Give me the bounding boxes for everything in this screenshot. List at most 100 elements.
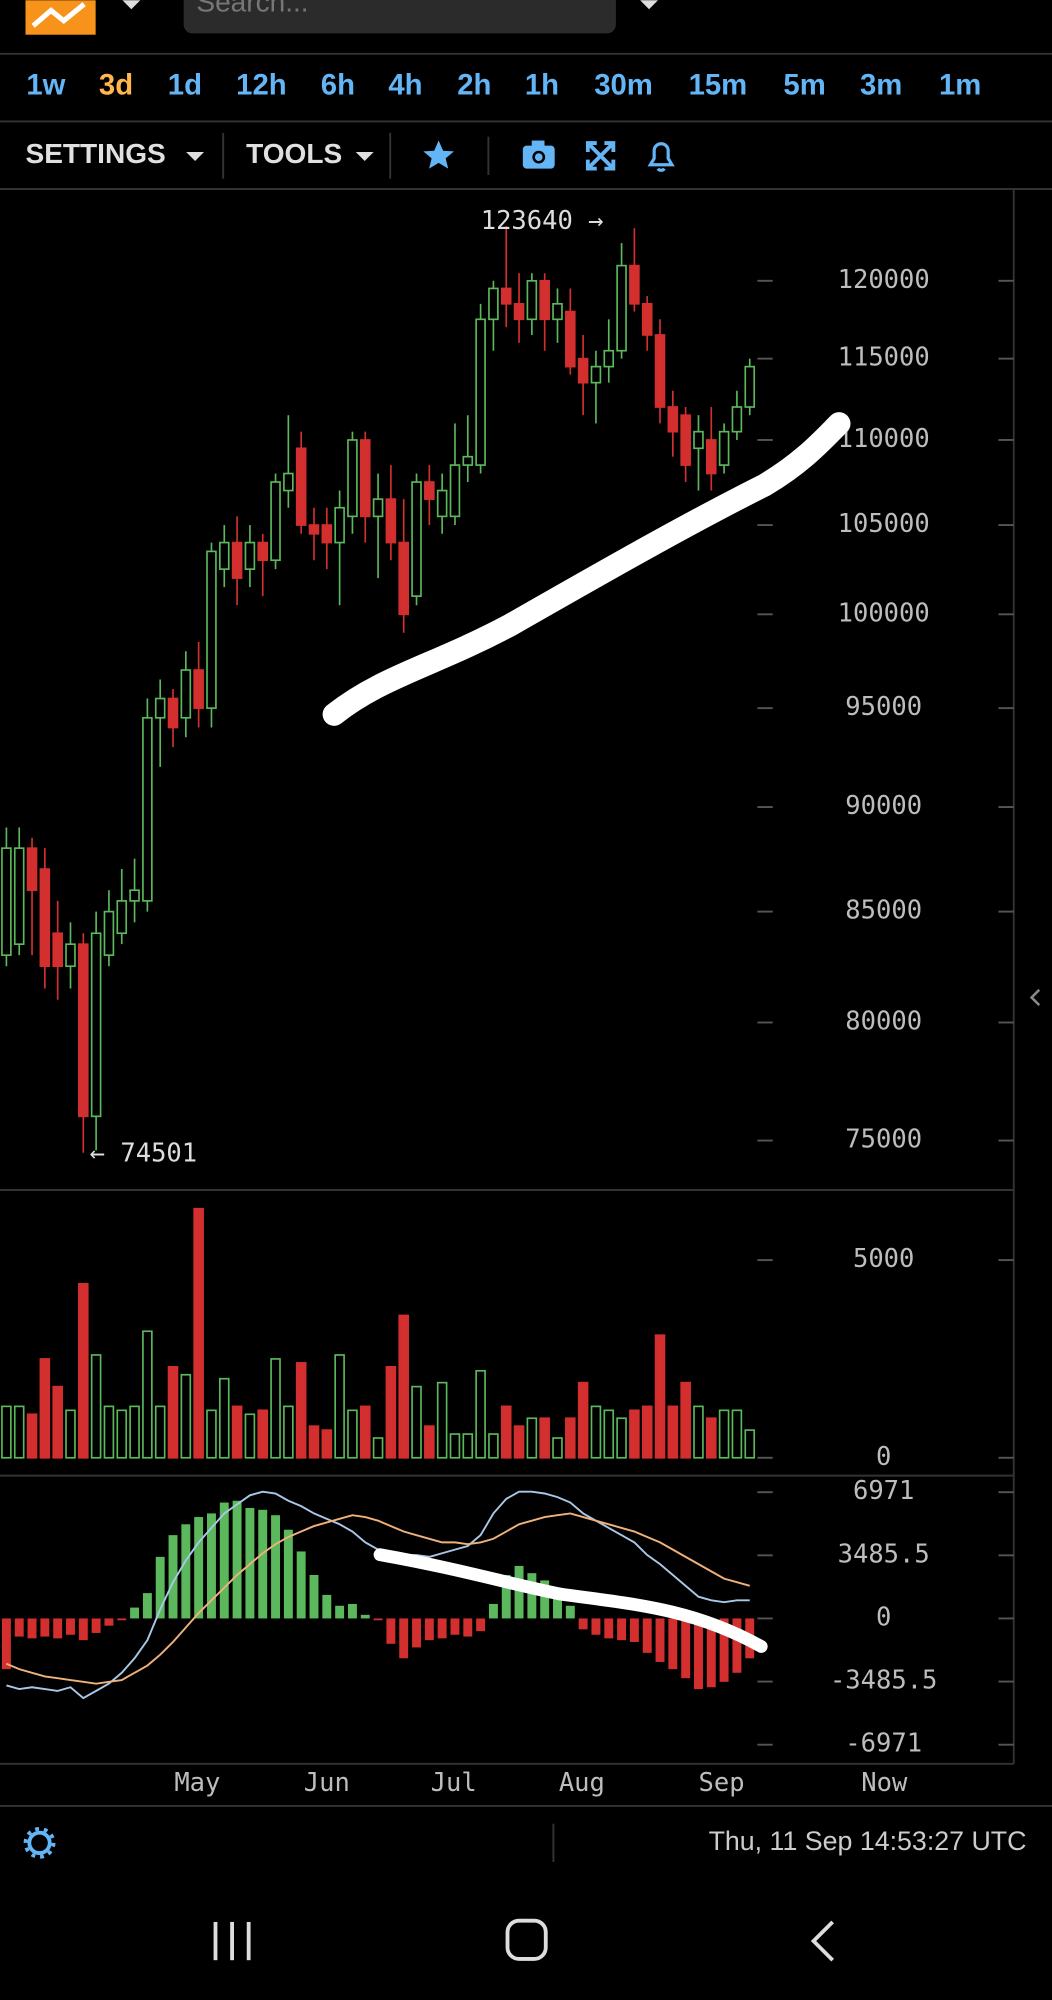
macd-histogram-bar	[271, 1515, 281, 1619]
candle-body	[398, 541, 409, 616]
candle-body	[270, 481, 281, 562]
volume-bar	[488, 1433, 499, 1459]
macd-histogram-bar	[194, 1517, 204, 1619]
macd-histogram-bar	[1, 1618, 11, 1670]
camera-icon[interactable]	[522, 140, 555, 169]
settings-gear[interactable]	[23, 1826, 56, 1859]
caret	[355, 152, 374, 161]
volume-bar	[654, 1334, 666, 1459]
timeframe-button[interactable]: 30m	[594, 69, 653, 102]
candle-body	[654, 334, 666, 408]
y-tick-label: 105000	[838, 509, 930, 539]
tools-button[interactable]: TOOLS	[246, 138, 342, 169]
macd-histogram-bar	[309, 1574, 319, 1619]
volume-bar	[154, 1405, 166, 1459]
caret	[186, 152, 205, 161]
candle-body	[167, 697, 179, 729]
macd-histogram-bar	[283, 1529, 293, 1619]
volume-bar	[424, 1425, 435, 1459]
candle-body	[680, 414, 691, 466]
fullscreen-icon[interactable]	[585, 141, 616, 171]
expand-panel[interactable]	[1029, 988, 1041, 1007]
timeframe-button[interactable]: 3d	[99, 69, 133, 102]
volume-bar	[334, 1354, 345, 1459]
y-tick-label: 100000	[838, 598, 930, 628]
candle-body	[78, 943, 89, 1118]
y-tick-label: 115000	[838, 343, 930, 373]
macd-histogram-bar	[27, 1618, 37, 1639]
nav-recents[interactable]	[213, 1921, 251, 1961]
macd-histogram-bar	[501, 1574, 511, 1619]
y-tick-label: 3485.5	[838, 1539, 930, 1569]
volume-bar	[359, 1405, 371, 1459]
volume-bar	[231, 1405, 243, 1459]
dropdown-arrow[interactable]	[122, 0, 141, 10]
macd-histogram-bar	[488, 1603, 498, 1619]
macd-histogram-bar	[232, 1500, 242, 1619]
macd-histogram-bar	[424, 1618, 434, 1641]
nav-home[interactable]	[505, 1918, 548, 1961]
settings-button[interactable]: SETTINGS	[26, 138, 166, 169]
y-tick-label: 110000	[838, 424, 930, 454]
candle-body	[116, 900, 128, 935]
timeframe-button[interactable]: 6h	[321, 69, 355, 102]
timeframe-button[interactable]: 3m	[860, 69, 902, 102]
macd-histogram-bar	[476, 1618, 486, 1632]
timeframe-button[interactable]: 4h	[388, 69, 422, 102]
volume-bar	[462, 1433, 474, 1459]
timeframe-button[interactable]: 1d	[168, 69, 202, 102]
macd-histogram-bar	[207, 1513, 216, 1619]
volume-bar	[526, 1417, 538, 1459]
y-tick-label: 6971	[853, 1476, 914, 1506]
volume-bar	[513, 1425, 525, 1459]
candle-body	[411, 481, 422, 597]
volume-bar	[552, 1437, 563, 1459]
macd-histogram-bar	[78, 1618, 88, 1641]
timeframe-button[interactable]: 1m	[939, 69, 981, 102]
timeframe-button[interactable]: 15m	[689, 69, 748, 102]
search-box[interactable]	[183, 0, 616, 34]
alert-icon[interactable]	[647, 142, 675, 172]
timeframe-button[interactable]: 5m	[783, 69, 825, 102]
x-tick-label: Now	[861, 1768, 908, 1798]
y-tick-label: 80000	[845, 1006, 922, 1036]
volume-bar	[398, 1314, 409, 1459]
candle-body	[603, 349, 615, 368]
candle-body	[705, 439, 717, 475]
macd-histogram-bar	[604, 1618, 614, 1639]
timeframe-button[interactable]: 1h	[525, 69, 559, 102]
favorite-icon[interactable]	[423, 140, 454, 169]
timeframe-button[interactable]: 12h	[236, 69, 287, 102]
macd-histogram-bar	[706, 1618, 716, 1688]
macd-histogram-bar	[655, 1618, 665, 1662]
candle-body	[218, 541, 230, 570]
candle-body	[731, 406, 743, 433]
candle-body	[385, 498, 397, 544]
high-annotation: 123640 →	[481, 206, 604, 236]
user-scribble	[373, 1548, 768, 1653]
y-tick-label: 75000	[845, 1125, 922, 1155]
candle-body	[629, 264, 640, 305]
volume-bar	[206, 1409, 217, 1459]
candle-body	[526, 279, 538, 321]
volume-bar	[718, 1409, 730, 1459]
candle-body	[372, 498, 384, 518]
candle-body	[1, 847, 12, 956]
nav-back[interactable]	[810, 1920, 835, 1962]
candle-body	[231, 541, 243, 579]
candle-body	[244, 541, 256, 570]
volume-bar	[13, 1405, 25, 1459]
candle-body	[13, 847, 25, 945]
macd-histogram-bar	[40, 1618, 50, 1637]
timeframe-button[interactable]: 2h	[457, 69, 491, 102]
candle-body	[193, 669, 204, 709]
dropdown-arrow[interactable]	[640, 0, 658, 10]
low-annotation: ← 74501	[90, 1138, 197, 1168]
macd-histogram-bar	[347, 1603, 357, 1619]
candle-body	[347, 439, 358, 518]
candle-body	[359, 439, 371, 518]
macd-histogram-bar	[629, 1618, 639, 1642]
timeframe-button[interactable]: 1w	[26, 69, 65, 102]
macd-histogram-bar	[66, 1618, 75, 1635]
x-tick-label: Aug	[559, 1768, 605, 1798]
